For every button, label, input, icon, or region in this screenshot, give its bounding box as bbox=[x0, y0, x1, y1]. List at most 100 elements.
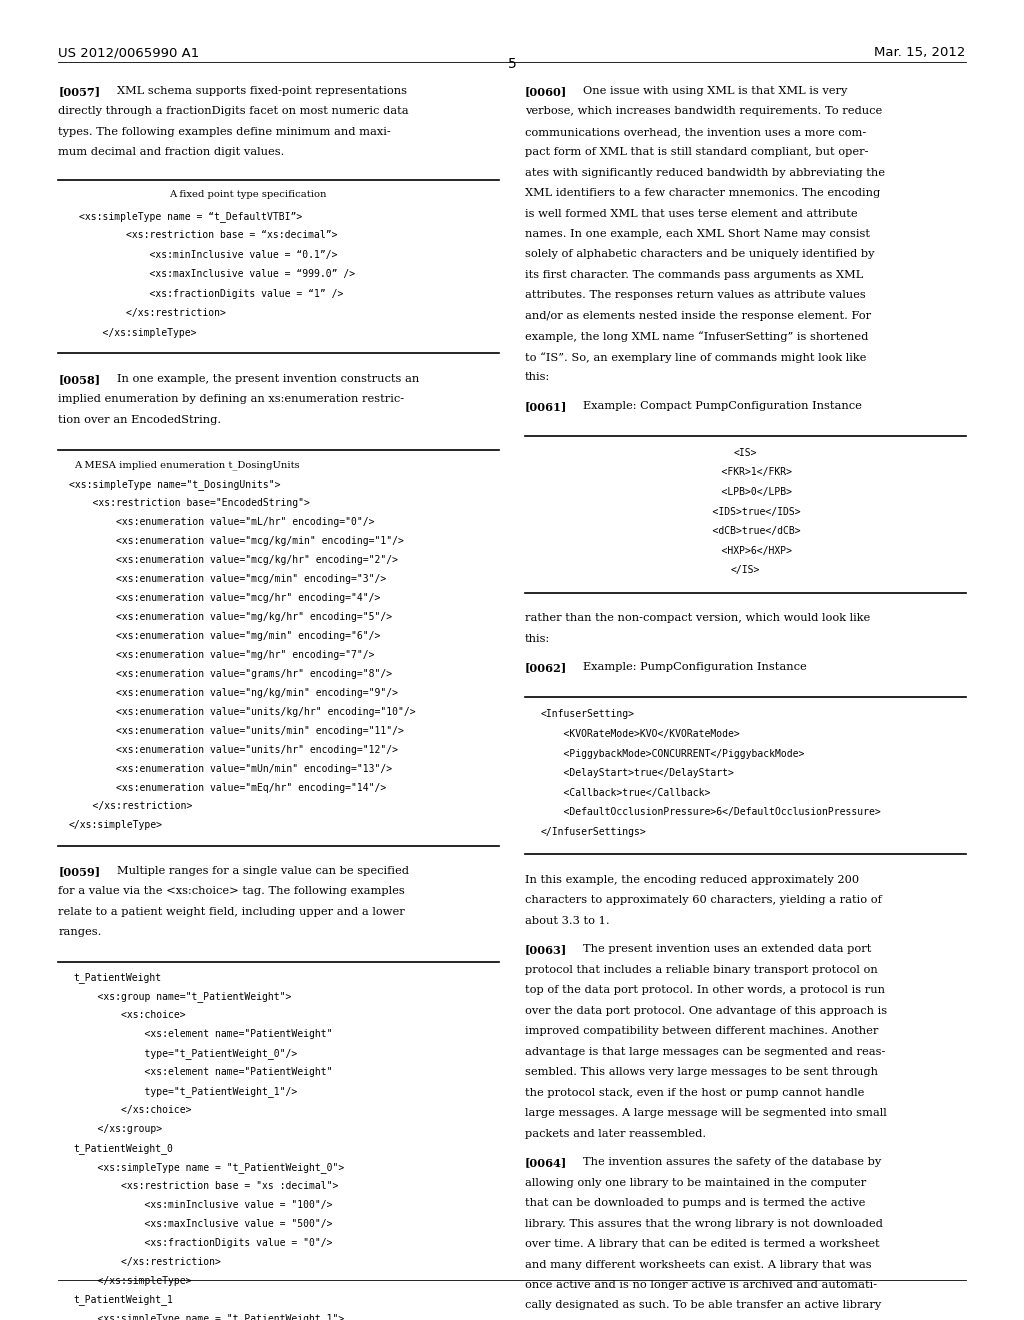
Text: to “IS”. So, an exemplary line of commands might look like: to “IS”. So, an exemplary line of comman… bbox=[524, 351, 866, 363]
Text: over the data port protocol. One advantage of this approach is: over the data port protocol. One advanta… bbox=[524, 1006, 887, 1016]
Text: <InfuserSetting>: <InfuserSetting> bbox=[541, 709, 634, 719]
Text: over time. A library that can be edited is termed a worksheet: over time. A library that can be edited … bbox=[524, 1239, 880, 1249]
Text: that can be downloaded to pumps and is termed the active: that can be downloaded to pumps and is t… bbox=[524, 1199, 865, 1208]
Text: </xs:simpleType>: </xs:simpleType> bbox=[69, 821, 163, 830]
Text: type="t_PatientWeight_1"/>: type="t_PatientWeight_1"/> bbox=[74, 1086, 297, 1097]
Text: <HXP>6</HXP>: <HXP>6</HXP> bbox=[698, 545, 793, 556]
Text: improved compatibility between different machines. Another: improved compatibility between different… bbox=[524, 1026, 879, 1036]
Text: <LPB>0</LPB>: <LPB>0</LPB> bbox=[698, 487, 793, 498]
Text: advantage is that large messages can be segmented and reas-: advantage is that large messages can be … bbox=[524, 1047, 885, 1057]
Text: <xs:maxInclusive value = "500"/>: <xs:maxInclusive value = "500"/> bbox=[74, 1218, 332, 1229]
Text: <KVORateMode>KVO</KVORateMode>: <KVORateMode>KVO</KVORateMode> bbox=[541, 729, 740, 739]
Text: <xs:element name="PatientWeight": <xs:element name="PatientWeight" bbox=[74, 1030, 332, 1039]
Text: allowing only one library to be maintained in the computer: allowing only one library to be maintain… bbox=[524, 1177, 866, 1188]
Text: this:: this: bbox=[524, 372, 550, 383]
Text: One issue with using XML is that XML is very: One issue with using XML is that XML is … bbox=[584, 86, 848, 96]
Text: [0058]: [0058] bbox=[58, 374, 100, 385]
Text: <xs:enumeration value="mg/hr" encoding="7"/>: <xs:enumeration value="mg/hr" encoding="… bbox=[69, 649, 374, 660]
Text: t_PatientWeight_1: t_PatientWeight_1 bbox=[74, 1295, 174, 1305]
Text: XML schema supports fixed-point representations: XML schema supports fixed-point represen… bbox=[117, 86, 407, 96]
Text: <IS>: <IS> bbox=[733, 447, 757, 458]
Text: <xs:minInclusive value = "100"/>: <xs:minInclusive value = "100"/> bbox=[74, 1200, 332, 1209]
Text: <xs:minInclusive value = “0.1”/>: <xs:minInclusive value = “0.1”/> bbox=[79, 249, 337, 260]
Text: relate to a patient weight field, including upper and a lower: relate to a patient weight field, includ… bbox=[58, 907, 406, 917]
Text: In one example, the present invention constructs an: In one example, the present invention co… bbox=[117, 374, 419, 384]
Text: <PiggybackMode>CONCURRENT</PiggybackMode>: <PiggybackMode>CONCURRENT</PiggybackMode… bbox=[541, 748, 805, 759]
Text: XML identifiers to a few character mnemonics. The encoding: XML identifiers to a few character mnemo… bbox=[524, 187, 880, 198]
Text: ranges.: ranges. bbox=[58, 928, 101, 937]
Text: <xs:enumeration value="mcg/min" encoding="3"/>: <xs:enumeration value="mcg/min" encoding… bbox=[69, 574, 386, 583]
Text: implied enumeration by defining an xs:enumeration restric-: implied enumeration by defining an xs:en… bbox=[58, 395, 404, 404]
Text: <xs:simpleType name = "t_PatientWeight_0">: <xs:simpleType name = "t_PatientWeight_0… bbox=[74, 1162, 344, 1172]
Text: protocol that includes a reliable binary transport protocol on: protocol that includes a reliable binary… bbox=[524, 965, 878, 975]
Text: <xs:group name="t_PatientWeight">: <xs:group name="t_PatientWeight"> bbox=[74, 991, 291, 1002]
Text: communications overhead, the invention uses a more com-: communications overhead, the invention u… bbox=[524, 127, 866, 137]
Text: once active and is no longer active is archived and automati-: once active and is no longer active is a… bbox=[524, 1280, 877, 1290]
Text: packets and later reassembled.: packets and later reassembled. bbox=[524, 1129, 706, 1139]
Text: names. In one example, each XML Short Name may consist: names. In one example, each XML Short Na… bbox=[524, 228, 869, 239]
Text: <xs:enumeration value="mUn/min" encoding="13"/>: <xs:enumeration value="mUn/min" encoding… bbox=[69, 763, 392, 774]
Text: <DelayStart>true</DelayStart>: <DelayStart>true</DelayStart> bbox=[541, 768, 734, 777]
Text: and many different worksheets can exist. A library that was: and many different worksheets can exist.… bbox=[524, 1259, 871, 1270]
Text: pact form of XML that is still standard compliant, but oper-: pact form of XML that is still standard … bbox=[524, 147, 868, 157]
Text: <Callback>true</Callback>: <Callback>true</Callback> bbox=[541, 788, 711, 797]
Text: </xs:restriction>: </xs:restriction> bbox=[69, 801, 191, 812]
Text: large messages. A large message will be segmented into small: large messages. A large message will be … bbox=[524, 1107, 887, 1118]
Text: type="t_PatientWeight_0"/>: type="t_PatientWeight_0"/> bbox=[74, 1048, 297, 1059]
Text: verbose, which increases bandwidth requirements. To reduce: verbose, which increases bandwidth requi… bbox=[524, 106, 882, 116]
Text: <xs:restriction base = "xs :decimal">: <xs:restriction base = "xs :decimal"> bbox=[74, 1181, 338, 1191]
Text: Example: PumpConfiguration Instance: Example: PumpConfiguration Instance bbox=[584, 663, 807, 672]
Text: <xs:enumeration value="mcg/kg/min" encoding="1"/>: <xs:enumeration value="mcg/kg/min" encod… bbox=[69, 536, 403, 546]
Text: <xs:enumeration value="mL/hr" encoding="0"/>: <xs:enumeration value="mL/hr" encoding="… bbox=[69, 517, 374, 527]
Text: about 3.3 to 1.: about 3.3 to 1. bbox=[524, 916, 609, 925]
Text: </IS>: </IS> bbox=[730, 565, 760, 576]
Text: [0062]: [0062] bbox=[524, 663, 567, 673]
Text: <xs:choice>: <xs:choice> bbox=[74, 1010, 185, 1020]
Text: library. This assures that the wrong library is not downloaded: library. This assures that the wrong lib… bbox=[524, 1218, 883, 1229]
Text: ates with significantly reduced bandwidth by abbreviating the: ates with significantly reduced bandwidt… bbox=[524, 168, 885, 178]
Text: t_PatientWeight: t_PatientWeight bbox=[74, 973, 162, 983]
Text: [0059]: [0059] bbox=[58, 866, 100, 876]
Text: <xs:simpleType name = "t_PatientWeight_1">: <xs:simpleType name = "t_PatientWeight_1… bbox=[74, 1313, 344, 1320]
Text: <xs:fractionDigits value = "0"/>: <xs:fractionDigits value = "0"/> bbox=[74, 1238, 332, 1247]
Text: <FKR>1</FKR>: <FKR>1</FKR> bbox=[698, 467, 793, 478]
Text: US 2012/0065990 A1: US 2012/0065990 A1 bbox=[58, 46, 200, 59]
Text: for a value via the <xs:choice> tag. The following examples: for a value via the <xs:choice> tag. The… bbox=[58, 887, 406, 896]
Text: A MESA implied enumeration t_DosingUnits: A MESA implied enumeration t_DosingUnits bbox=[74, 459, 299, 470]
Text: is well formed XML that uses terse element and attribute: is well formed XML that uses terse eleme… bbox=[524, 209, 857, 219]
Text: <xs:enumeration value="mEq/hr" encoding="14"/>: <xs:enumeration value="mEq/hr" encoding=… bbox=[69, 783, 386, 792]
Text: </xs:simpleType>: </xs:simpleType> bbox=[74, 1275, 191, 1286]
Text: <xs:restriction base = “xs:decimal”>: <xs:restriction base = “xs:decimal”> bbox=[79, 230, 337, 240]
Text: </xs:choice>: </xs:choice> bbox=[74, 1105, 191, 1115]
Text: <xs:enumeration value="mcg/kg/hr" encoding="2"/>: <xs:enumeration value="mcg/kg/hr" encodi… bbox=[69, 556, 397, 565]
Text: Mar. 15, 2012: Mar. 15, 2012 bbox=[874, 46, 966, 59]
Text: A fixed point type specification: A fixed point type specification bbox=[169, 190, 326, 199]
Text: </xs:restriction>: </xs:restriction> bbox=[74, 1257, 220, 1267]
Text: 5: 5 bbox=[508, 57, 516, 71]
Text: [0061]: [0061] bbox=[524, 401, 567, 412]
Text: <xs:enumeration value="grams/hr" encoding="8"/>: <xs:enumeration value="grams/hr" encodin… bbox=[69, 669, 392, 678]
Text: <xs:fractionDigits value = “1” />: <xs:fractionDigits value = “1” /> bbox=[79, 289, 343, 298]
Text: <xs:enumeration value="mcg/hr" encoding="4"/>: <xs:enumeration value="mcg/hr" encoding=… bbox=[69, 593, 380, 603]
Text: sembled. This allows very large messages to be sent through: sembled. This allows very large messages… bbox=[524, 1067, 878, 1077]
Text: this:: this: bbox=[524, 634, 550, 644]
Text: The invention assures the safety of the database by: The invention assures the safety of the … bbox=[584, 1158, 882, 1167]
Text: rather than the non-compact version, which would look like: rather than the non-compact version, whi… bbox=[524, 614, 870, 623]
Text: example, the long XML name “InfuserSetting” is shortened: example, the long XML name “InfuserSetti… bbox=[524, 331, 868, 342]
Text: <xs:enumeration value="mg/kg/hr" encoding="5"/>: <xs:enumeration value="mg/kg/hr" encodin… bbox=[69, 612, 392, 622]
Text: Multiple ranges for a single value can be specified: Multiple ranges for a single value can b… bbox=[117, 866, 409, 876]
Text: tion over an EncodedString.: tion over an EncodedString. bbox=[58, 414, 221, 425]
Text: t_PatientWeight_0: t_PatientWeight_0 bbox=[74, 1143, 174, 1154]
Text: solely of alphabetic characters and be uniquely identified by: solely of alphabetic characters and be u… bbox=[524, 249, 874, 260]
Text: The present invention uses an extended data port: The present invention uses an extended d… bbox=[584, 944, 871, 954]
Text: </xs:restriction>: </xs:restriction> bbox=[79, 309, 225, 318]
Text: top of the data port protocol. In other words, a protocol is run: top of the data port protocol. In other … bbox=[524, 985, 885, 995]
Text: characters to approximately 60 characters, yielding a ratio of: characters to approximately 60 character… bbox=[524, 895, 882, 906]
Text: In this example, the encoding reduced approximately 200: In this example, the encoding reduced ap… bbox=[524, 875, 859, 884]
Text: [0064]: [0064] bbox=[524, 1158, 567, 1168]
Text: <xs:enumeration value="units/min" encoding="11"/>: <xs:enumeration value="units/min" encodi… bbox=[69, 726, 403, 735]
Text: <xs:maxInclusive value = “999.0” />: <xs:maxInclusive value = “999.0” /> bbox=[79, 269, 355, 280]
Text: types. The following examples define minimum and maxi-: types. The following examples define min… bbox=[58, 127, 391, 137]
Text: </xs:simpleType>: </xs:simpleType> bbox=[79, 327, 197, 338]
Text: <xs:enumeration value="units/hr" encoding="12"/>: <xs:enumeration value="units/hr" encodin… bbox=[69, 744, 397, 755]
